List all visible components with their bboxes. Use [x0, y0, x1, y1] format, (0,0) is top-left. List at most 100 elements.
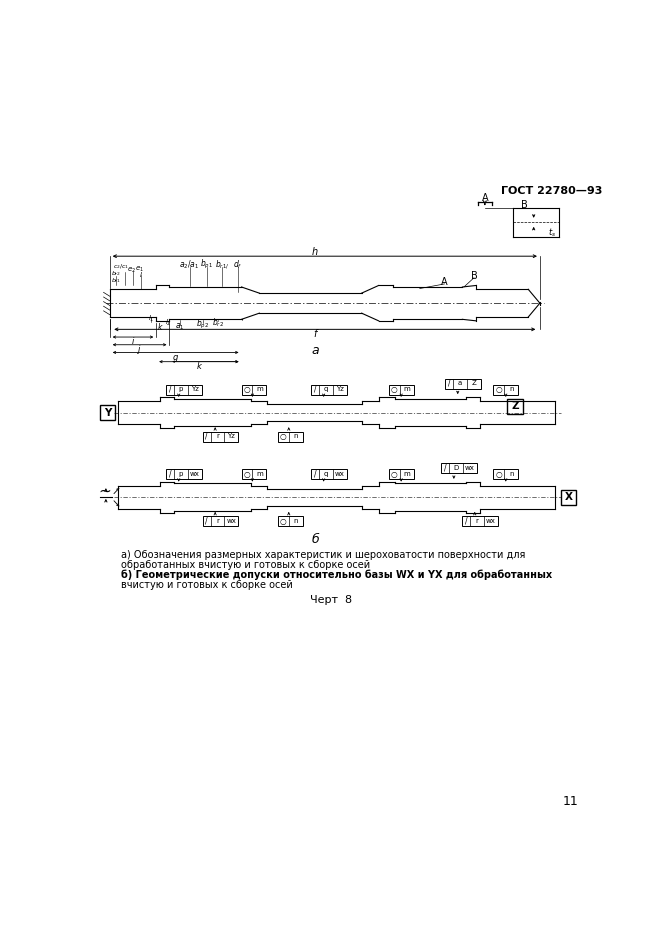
Text: Yz: Yz	[191, 386, 199, 393]
Text: Z: Z	[511, 401, 519, 411]
Text: a: a	[458, 381, 462, 386]
Text: $e_1$: $e_1$	[135, 265, 143, 274]
Bar	[442, 464, 477, 473]
Text: 11: 11	[563, 795, 579, 808]
Text: /: /	[206, 432, 208, 441]
Text: $l_2$: $l_2$	[165, 317, 171, 327]
Text: r: r	[476, 518, 479, 525]
Text: Черт  8: Черт 8	[309, 595, 352, 605]
Text: $l_1$: $l_1$	[147, 313, 154, 324]
Bar	[463, 516, 498, 526]
Text: ○: ○	[244, 469, 251, 479]
Text: ○: ○	[496, 469, 502, 479]
Text: B: B	[471, 271, 477, 281]
Bar	[100, 405, 115, 420]
Text: /: /	[169, 385, 171, 394]
Text: /: /	[465, 516, 467, 525]
Text: $a_1$: $a_1$	[175, 321, 184, 332]
Text: q: q	[324, 471, 328, 477]
Text: p: p	[179, 386, 183, 393]
Text: D: D	[453, 465, 459, 471]
Text: б) Геометрические допуски относительно базы WX и YX для обработанных: б) Геометрические допуски относительно б…	[122, 569, 553, 581]
Text: l: l	[139, 272, 141, 279]
Text: j: j	[138, 345, 140, 353]
Text: ГОСТ 22780—93: ГОСТ 22780—93	[501, 186, 602, 195]
Bar	[167, 385, 202, 395]
Bar	[241, 385, 266, 395]
Text: ○: ○	[391, 469, 397, 479]
Text: ○: ○	[280, 516, 287, 525]
Text: /: /	[169, 469, 171, 479]
Text: $b_{r2}$: $b_{r2}$	[111, 269, 121, 279]
Text: B: B	[521, 199, 527, 209]
Text: $b_{r1}$: $b_{r1}$	[111, 276, 121, 284]
Text: ○: ○	[244, 385, 251, 394]
Text: f: f	[313, 329, 317, 339]
Bar	[278, 516, 303, 526]
Bar	[389, 469, 414, 480]
Text: ○: ○	[391, 385, 397, 394]
Text: n: n	[509, 386, 514, 393]
Bar	[493, 469, 518, 480]
Text: k: k	[196, 362, 202, 371]
Text: wx: wx	[486, 518, 496, 525]
Bar	[389, 385, 414, 395]
Text: $d_f$: $d_f$	[233, 258, 243, 271]
Bar	[493, 385, 518, 395]
Text: n: n	[293, 518, 298, 525]
Text: A: A	[442, 278, 448, 287]
Text: $c_2/c_1$: $c_2/c_1$	[113, 263, 130, 271]
Text: Yz: Yz	[336, 386, 344, 393]
Text: n: n	[509, 471, 514, 477]
Bar	[311, 385, 347, 395]
Text: Z: Z	[471, 381, 477, 386]
Text: m: m	[256, 471, 262, 477]
Bar	[278, 432, 303, 441]
Bar	[561, 490, 576, 505]
Bar	[508, 398, 523, 414]
Text: /: /	[448, 379, 451, 388]
Text: Yz: Yz	[227, 433, 235, 439]
Bar	[241, 469, 266, 480]
Text: A: A	[481, 194, 488, 204]
Text: q: q	[324, 386, 328, 393]
Text: m: m	[256, 386, 262, 393]
Bar	[167, 469, 202, 480]
Text: r: r	[216, 518, 219, 525]
Text: m: m	[403, 471, 410, 477]
Text: $b_{p2}$: $b_{p2}$	[196, 318, 210, 331]
Bar	[311, 469, 347, 480]
Text: r: r	[216, 433, 219, 439]
Text: wx: wx	[190, 471, 200, 477]
Text: $a_2/a_1$: $a_2/a_1$	[179, 258, 200, 271]
Text: а: а	[311, 344, 319, 357]
Text: обработанных вчистую и готовых к сборке осей: обработанных вчистую и готовых к сборке …	[122, 560, 371, 570]
Text: g: g	[173, 352, 178, 362]
Text: i: i	[132, 338, 134, 346]
Text: wx: wx	[227, 518, 237, 525]
Text: /: /	[314, 385, 317, 394]
Text: ○: ○	[280, 432, 287, 441]
Bar	[203, 516, 239, 526]
Bar	[203, 432, 239, 441]
Bar	[446, 379, 481, 389]
Text: /: /	[444, 464, 447, 472]
Text: n: n	[293, 433, 298, 439]
Text: wx: wx	[335, 471, 345, 477]
Text: wx: wx	[465, 465, 475, 471]
Text: а) Обозначения размерных характеристик и шероховатости поверхности для: а) Обозначения размерных характеристик и…	[122, 550, 525, 560]
Text: $e_2$: $e_2$	[127, 266, 136, 276]
Text: ○: ○	[496, 385, 502, 394]
Text: Y: Y	[104, 408, 111, 418]
Text: б: б	[311, 533, 319, 546]
Text: $t_s$: $t_s$	[547, 227, 556, 239]
Text: X: X	[564, 492, 572, 502]
Text: $b_{r2}$: $b_{r2}$	[212, 316, 224, 329]
Text: k: k	[158, 324, 163, 332]
Text: ~: ~	[98, 483, 110, 498]
Text: h: h	[312, 248, 318, 257]
Text: /: /	[206, 516, 208, 525]
Text: $b_{p1}$: $b_{p1}$	[200, 258, 214, 271]
Text: /: /	[314, 469, 317, 479]
Text: m: m	[403, 386, 410, 393]
